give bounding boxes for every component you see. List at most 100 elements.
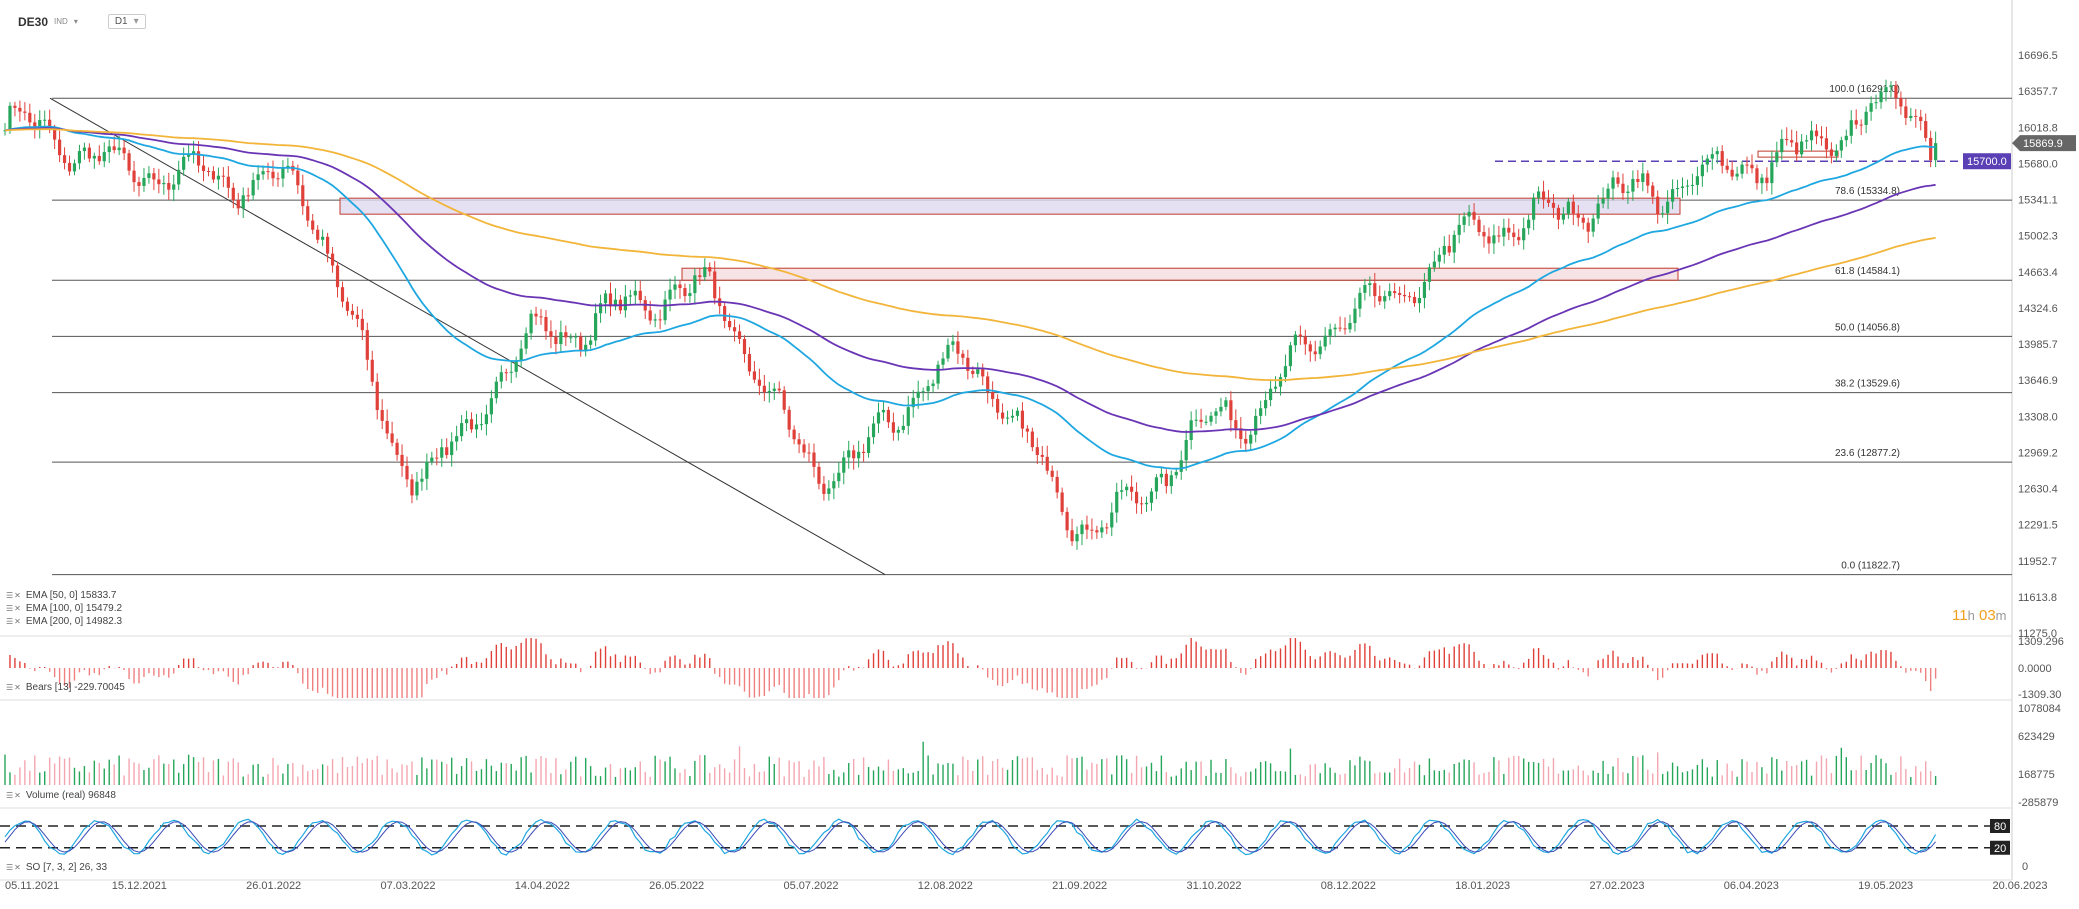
candle-body: [822, 483, 826, 494]
candle-body: [1844, 135, 1848, 141]
candle-body: [767, 390, 771, 393]
candle-body: [345, 301, 350, 311]
candle-body: [182, 156, 186, 170]
candle-body: [1765, 177, 1769, 184]
candle-body: [792, 429, 796, 440]
candle-body: [509, 371, 513, 373]
ema100-legend[interactable]: ☰✕ EMA [100, 0] 15479.2: [6, 603, 123, 614]
candle-body: [8, 105, 12, 131]
candle-body: [1527, 219, 1531, 229]
so-legend[interactable]: ☰✕ SO [7, 3, 2] 26, 33: [6, 862, 108, 873]
candle-body: [598, 303, 603, 314]
candle-body: [1244, 438, 1248, 444]
candle-body: [1070, 530, 1074, 542]
price-tick-label: 14324.6: [2018, 303, 2058, 315]
bears-legend[interactable]: ☰✕ Bears [13] -229.70045: [6, 682, 125, 693]
candle-body: [1601, 198, 1605, 204]
candle-body: [589, 340, 593, 345]
settings-icon[interactable]: ☰✕: [6, 591, 22, 600]
bears-axis-label: 0.0000: [2018, 663, 2052, 675]
time-tick-label: 31.10.2022: [1186, 880, 1241, 892]
candle-body: [1015, 410, 1020, 416]
candle-body: [976, 369, 980, 374]
timeframe-select[interactable]: D1 ▾: [107, 14, 146, 29]
candle-body: [1338, 327, 1342, 329]
candle-body: [1020, 410, 1025, 429]
candle-body: [271, 171, 275, 179]
settings-icon[interactable]: ☰✕: [6, 604, 22, 613]
candle-body: [1283, 366, 1288, 378]
candle-body: [187, 154, 191, 157]
candle-body: [633, 290, 637, 296]
ema50-legend[interactable]: ☰✕ EMA [50, 0] 15833.7: [6, 590, 117, 601]
candle-body: [325, 236, 330, 254]
candle-body: [906, 407, 910, 426]
chevron-down-icon[interactable]: ▾: [73, 17, 78, 26]
candle-body: [1666, 201, 1670, 214]
candle-body: [802, 444, 806, 453]
candle-body: [762, 385, 766, 393]
candle-body: [613, 299, 618, 307]
candle-body: [167, 182, 171, 190]
settings-icon[interactable]: ☰✕: [6, 683, 22, 692]
candle-body: [1363, 285, 1367, 293]
candle-body: [866, 437, 871, 453]
candle-body: [723, 306, 727, 322]
candle-body: [1606, 188, 1610, 199]
resistance-zone-lower: [681, 267, 1679, 281]
price-tick-label: 16357.7: [2018, 86, 2058, 98]
settings-icon[interactable]: ☰✕: [6, 863, 22, 872]
candle-body: [668, 289, 672, 300]
candle-body: [455, 436, 459, 442]
candle-body: [891, 422, 895, 433]
candle-body: [921, 391, 925, 393]
symbol-label[interactable]: DE30: [18, 14, 49, 29]
candle-body: [415, 481, 419, 496]
candle-body: [1755, 168, 1759, 184]
current-price-label: 15869.9: [2023, 138, 2063, 150]
candle-body: [991, 392, 995, 399]
candle-body: [931, 383, 935, 387]
candle-body: [524, 333, 528, 349]
fib-level-label: 78.6 (15334.8): [1835, 186, 1900, 197]
candle-body: [1715, 151, 1719, 155]
candle-body: [1249, 434, 1253, 444]
price-tick-label: 16018.8: [2018, 122, 2058, 134]
down-trendline: [49, 97, 886, 576]
price-tick-label: 15341.1: [2018, 195, 2058, 207]
settings-icon[interactable]: ☰✕: [6, 617, 22, 626]
candle-body: [1502, 227, 1506, 237]
price-tick-label: 12969.2: [2018, 447, 2058, 459]
ema200-legend[interactable]: ☰✕ EMA [200, 0] 14982.3: [6, 616, 123, 627]
candle-body: [53, 128, 57, 140]
volume-legend[interactable]: ☰✕ Volume (real) 96848: [6, 790, 116, 801]
candle-body: [460, 423, 464, 437]
candle-body: [1804, 140, 1809, 142]
candle-body: [1854, 120, 1858, 125]
candle-body: [1388, 291, 1392, 297]
candle-body: [1924, 121, 1928, 138]
candle-body: [926, 386, 930, 392]
candle-body: [951, 341, 955, 345]
candle-body: [251, 180, 255, 196]
price-tick-label: 12291.5: [2018, 520, 2058, 532]
candle-body: [1795, 142, 1799, 155]
candle-body: [1859, 124, 1863, 126]
candle-body: [172, 184, 176, 190]
candle-body: [1437, 254, 1441, 262]
time-tick-label: 15.12.2021: [112, 880, 167, 892]
candle-body: [281, 168, 285, 179]
candle-body: [986, 376, 990, 393]
time-tick-label: 05.11.2021: [5, 880, 59, 892]
candle-body: [881, 409, 886, 413]
candle-body: [13, 105, 17, 108]
candle-body: [1447, 245, 1451, 253]
settings-icon[interactable]: ☰✕: [6, 791, 22, 800]
candle-body: [1884, 87, 1888, 92]
candle-body: [191, 151, 196, 155]
candle-body: [1581, 217, 1585, 223]
candle-body: [817, 466, 821, 484]
candle-body: [752, 371, 757, 380]
